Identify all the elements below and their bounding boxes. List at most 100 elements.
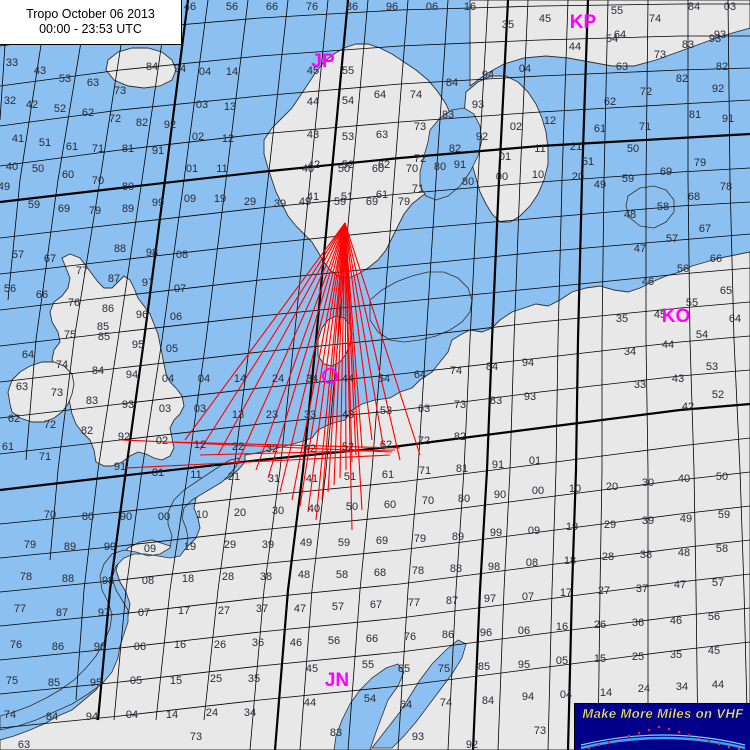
grid-square-label: 93 (472, 99, 484, 111)
grid-square-label: 36 (632, 617, 644, 629)
grid-square-label: 48 (298, 569, 310, 581)
grid-square-label: 03 (724, 1, 736, 13)
grid-square-label: 37 (256, 603, 268, 615)
station-markers-group[interactable] (322, 368, 338, 384)
propagation-path (169, 441, 401, 449)
grid-square-label: 55 (611, 5, 623, 17)
grid-square-label: 77 (408, 597, 420, 609)
grid-square-label: 75 (6, 675, 18, 687)
grid-square-label: 73 (414, 121, 426, 133)
grid-square-label: 16 (464, 1, 476, 13)
grid-square-label: 41 (306, 473, 318, 485)
grid-square-label: 64 (414, 369, 426, 381)
grid-field-label: KP (570, 12, 597, 33)
grid-square-label: 73 (190, 731, 202, 743)
grid-square-label: 95 (518, 659, 530, 671)
grid-square-label: 49 (299, 196, 311, 208)
grid-square-label: 80 (82, 511, 94, 523)
grid-square-label: 75 (438, 663, 450, 675)
grid-square-label: 24 (272, 373, 284, 385)
grid-square-label: 44 (569, 41, 581, 53)
grid-square-label: 52 (54, 103, 66, 115)
propagation-path (307, 222, 346, 513)
propagation-path (199, 222, 346, 451)
water-baltic-sea (369, 271, 473, 343)
grid-square-label: 64 (614, 29, 626, 41)
grid-square-label: 06 (518, 625, 530, 637)
grid-square-label: 33 (304, 409, 316, 421)
grid-square-label: 04 (126, 709, 138, 721)
grid-square-label: 15 (594, 653, 606, 665)
grid-square-label: 79 (24, 539, 36, 551)
grid-square-label: 71 (419, 465, 431, 477)
grid-square-label: 39 (274, 198, 286, 210)
grid-square-label: 61 (594, 123, 606, 135)
grid-square-label: 59 (28, 199, 40, 211)
grid-square-label: 83 (86, 395, 98, 407)
grid-square-label: 79 (398, 196, 410, 208)
grid-square-label: 69 (366, 196, 378, 208)
propagation-path (291, 222, 346, 501)
grid-square-label: 17 (560, 587, 572, 599)
grid-square-label: 41 (12, 133, 24, 145)
grid-square-label: 54 (364, 693, 376, 705)
grid-square-label: 64 (400, 699, 412, 711)
grid-square-label: 99 (152, 197, 164, 209)
grid-square-label: 80 (458, 493, 470, 505)
grid-square-label: 35 (670, 649, 682, 661)
grid-square-label: 86 (52, 641, 64, 653)
grid-square-label: 79 (414, 533, 426, 545)
grid-square-label: 30 (642, 477, 654, 489)
grid-square-label: 07 (522, 591, 534, 603)
grid-square-label: 88 (114, 243, 126, 255)
grid-square-label: 72 (44, 419, 56, 431)
grid-square-label: 56 (328, 635, 340, 647)
grid-square-label: 86 (442, 629, 454, 641)
grid-square-label: 04 (560, 689, 572, 701)
grid-square-label: 70 (422, 495, 434, 507)
grid-square-label: 58 (716, 543, 728, 555)
grid-square-label: 91 (114, 461, 126, 473)
propagation-path (344, 222, 363, 449)
grid-square-label: 99 (490, 527, 502, 539)
water-lake-ladoga (625, 185, 675, 229)
propagation-path (121, 439, 393, 453)
grid-square-label: 05 (556, 655, 568, 667)
grid-square-label: 66 (366, 633, 378, 645)
grid-square-label: 63 (87, 77, 99, 89)
grid-square-label: 93 (709, 33, 721, 45)
vhf-banner[interactable]: Make More Miles on VHF (574, 703, 750, 750)
station-marker[interactable] (322, 368, 338, 384)
grid-square-label: 04 (162, 373, 174, 385)
grid-square-label: 29 (224, 539, 236, 551)
grid-square-label: 34 (676, 681, 688, 693)
grid-square-label: 29 (244, 196, 256, 208)
grid-square-label: 74 (4, 709, 16, 721)
grid-square-label: 12 (222, 133, 234, 145)
grid-square-label: 59 (338, 537, 350, 549)
grid-square-label: 13 (232, 409, 244, 421)
grid-square-label: 11 (534, 143, 545, 155)
grid-square-label: 09 (184, 193, 196, 205)
grid-square-label: 39 (642, 515, 654, 527)
grid-square-label: 83 (682, 39, 694, 51)
grid-square-label: 74 (649, 13, 661, 25)
grid-square-label: 44 (662, 339, 674, 351)
propagation-path (344, 222, 421, 456)
grid-square-label: 13 (224, 101, 236, 113)
grid-square-label: 50 (346, 501, 358, 513)
grid-square-label: 54 (342, 95, 354, 107)
grid-square-label: 49 (300, 537, 312, 549)
propagation-path (321, 222, 346, 501)
grid-square-label: 74 (450, 365, 462, 377)
grid-square-label: 01 (186, 163, 198, 175)
grid-square-label: 14 (166, 709, 178, 721)
grid-square-label: 84 (92, 365, 104, 377)
grid-square-label: 05 (130, 675, 142, 687)
grid-square-label: 62 (380, 439, 392, 451)
grid-square-label: 92 (712, 83, 724, 95)
grid-square-label: 96 (136, 309, 148, 321)
